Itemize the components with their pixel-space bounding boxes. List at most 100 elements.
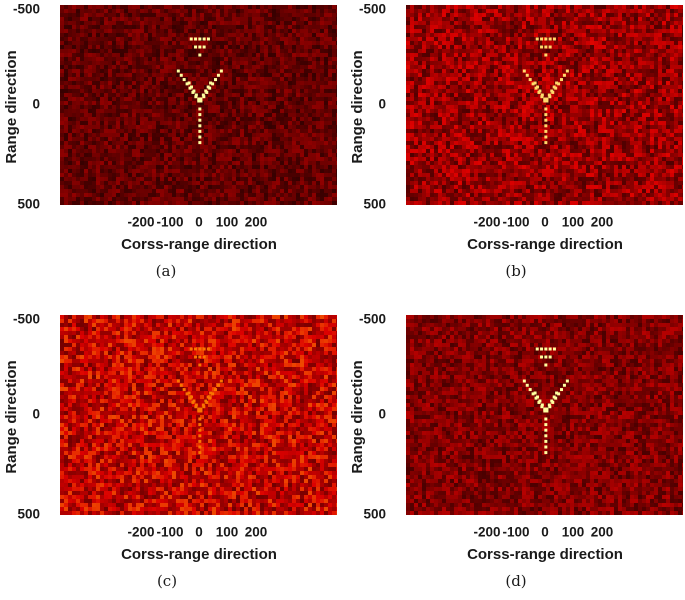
heatmap-cell <box>128 109 132 113</box>
heatmap-cell <box>622 33 626 37</box>
heatmap-cell <box>276 57 280 61</box>
heatmap-cell <box>180 153 184 157</box>
heatmap-cell <box>160 49 164 53</box>
heatmap-cell <box>204 41 208 45</box>
heatmap-cell <box>470 45 474 49</box>
heatmap-cell <box>256 141 260 145</box>
heatmap-cell <box>336 41 337 45</box>
heatmap-cell <box>450 21 454 25</box>
heatmap-cell <box>224 73 228 77</box>
heatmap-cell <box>522 53 526 57</box>
heatmap-cell <box>562 9 566 13</box>
heatmap-cell <box>486 77 490 81</box>
heatmap-cell <box>184 73 188 77</box>
heatmap-cell <box>156 49 160 53</box>
heatmap-cell <box>494 57 498 61</box>
heatmap-cell <box>88 145 92 149</box>
heatmap-cell <box>64 129 68 133</box>
heatmap-cell <box>120 97 124 101</box>
heatmap-cell <box>316 197 320 201</box>
heatmap-cell <box>112 77 116 81</box>
heatmap-cell <box>268 97 272 101</box>
heatmap-cell <box>646 37 650 41</box>
heatmap-cell <box>224 117 228 121</box>
heatmap-cell <box>630 5 634 9</box>
heatmap-cell <box>332 9 336 13</box>
heatmap-cell <box>336 117 337 121</box>
heatmap-cell <box>430 17 434 21</box>
heatmap-cell <box>176 37 180 41</box>
heatmap-cell <box>434 45 438 49</box>
heatmap-cell <box>144 177 148 181</box>
heatmap-cell <box>128 53 132 57</box>
heatmap-cell <box>622 45 626 49</box>
heatmap-cell <box>566 49 570 53</box>
heatmap-cell <box>228 89 232 93</box>
heatmap-cell <box>148 185 152 189</box>
heatmap-cell <box>140 37 144 41</box>
heatmap-cell <box>176 133 180 137</box>
heatmap-cell <box>128 181 132 185</box>
heatmap-cell <box>426 33 430 37</box>
heatmap-cell <box>108 57 112 61</box>
heatmap-cell <box>308 165 312 169</box>
heatmap-cell <box>96 141 100 145</box>
heatmap-cell <box>176 21 180 25</box>
heatmap-cell <box>320 101 324 105</box>
heatmap-cell <box>180 165 184 169</box>
heatmap-cell <box>168 53 172 57</box>
heatmap-cell <box>136 81 140 85</box>
heatmap-cell <box>148 61 152 65</box>
heatmap-cell <box>144 85 148 89</box>
heatmap-cell <box>220 109 224 113</box>
heatmap-cell <box>236 161 240 165</box>
heatmap-cell <box>622 65 626 69</box>
heatmap-cell <box>296 137 300 141</box>
heatmap-cell <box>630 9 634 13</box>
heatmap-cell <box>236 69 240 73</box>
heatmap-cell <box>124 117 128 121</box>
heatmap-cell <box>220 165 224 169</box>
heatmap-cell <box>256 41 260 45</box>
heatmap-cell <box>626 33 630 37</box>
heatmap-cell <box>68 161 72 165</box>
heatmap-cell <box>308 77 312 81</box>
heatmap-cell <box>324 161 328 165</box>
heatmap-cell <box>470 33 474 37</box>
heatmap-cell <box>288 129 292 133</box>
heatmap-cell <box>72 201 76 205</box>
heatmap-cell <box>84 165 88 169</box>
heatmap-cell <box>172 93 176 97</box>
heatmap-cell <box>136 125 140 129</box>
heatmap-cell <box>232 145 236 149</box>
heatmap-cell <box>184 165 188 169</box>
heatmap-cell <box>336 65 337 69</box>
heatmap-cell <box>618 61 622 65</box>
heatmap-cell <box>414 65 418 69</box>
heatmap-cell <box>268 149 272 153</box>
heatmap-cell <box>328 197 332 201</box>
heatmap-cell <box>116 17 120 21</box>
heatmap-cell <box>224 133 228 137</box>
heatmap-cell <box>132 49 136 53</box>
heatmap-cell <box>176 101 180 105</box>
heatmap-cell <box>618 13 622 17</box>
heatmap-cell <box>112 81 116 85</box>
heatmap-cell <box>264 105 268 109</box>
heatmap-cell <box>418 77 422 81</box>
heatmap-cell <box>216 145 220 149</box>
heatmap-cell <box>308 105 312 109</box>
heatmap-cell <box>458 13 462 17</box>
heatmap-cell <box>96 57 100 61</box>
heatmap-cell <box>304 17 308 21</box>
heatmap-cell <box>296 9 300 13</box>
heatmap-cell <box>204 121 208 125</box>
heatmap-cell <box>96 101 100 105</box>
heatmap-cell <box>216 125 220 129</box>
heatmap-cell <box>96 9 100 13</box>
heatmap-cell <box>602 21 606 25</box>
heatmap-cell <box>168 37 172 41</box>
heatmap-cell <box>168 105 172 109</box>
heatmap-cell <box>630 17 634 21</box>
heatmap-cell <box>224 169 228 173</box>
